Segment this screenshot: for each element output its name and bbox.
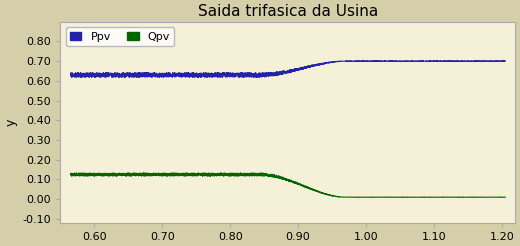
Legend: Ppv, Qpv: Ppv, Qpv <box>66 27 174 46</box>
Title: Saida trifasica da Usina: Saida trifasica da Usina <box>198 4 378 19</box>
Y-axis label: y: y <box>4 119 17 126</box>
